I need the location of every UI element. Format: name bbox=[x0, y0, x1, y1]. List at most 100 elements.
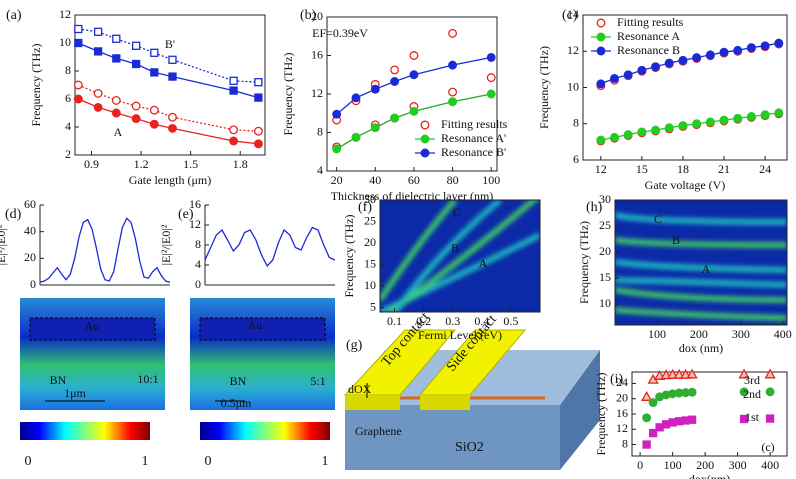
heatmap-band bbox=[615, 307, 787, 321]
marker bbox=[149, 105, 159, 115]
marker bbox=[738, 368, 750, 379]
y-axis-label: |E|²/|E0|² bbox=[159, 224, 173, 265]
legend-marker bbox=[420, 134, 430, 144]
x-tick-label: 100 bbox=[648, 327, 666, 341]
marker bbox=[637, 127, 647, 137]
y-tick-label: 6 bbox=[65, 91, 71, 105]
marker bbox=[673, 368, 685, 379]
annotation: B bbox=[451, 241, 459, 255]
y-tick-label: 25 bbox=[364, 213, 376, 227]
annotation: 1st bbox=[745, 410, 760, 424]
y-tick-label: 15 bbox=[364, 256, 376, 270]
marker bbox=[486, 52, 496, 62]
marker bbox=[642, 440, 651, 449]
colorbar bbox=[200, 422, 330, 440]
marker bbox=[168, 112, 177, 122]
marker bbox=[370, 123, 380, 133]
marker bbox=[150, 48, 159, 57]
y-axis-label: Frequency (THz) bbox=[537, 46, 551, 129]
panel-label: (b) bbox=[300, 8, 317, 23]
marker bbox=[733, 45, 743, 55]
annotation: A bbox=[479, 256, 488, 270]
y-tick-label: 24 bbox=[616, 375, 628, 389]
heatmap-band bbox=[615, 212, 787, 225]
marker bbox=[686, 368, 698, 379]
y-tick-label: 10 bbox=[599, 296, 611, 310]
plot-frame bbox=[379, 199, 541, 313]
y-tick-label: 20 bbox=[364, 235, 376, 249]
marker bbox=[623, 130, 633, 140]
x-axis-label: Thickness of dielectric layer (nm) bbox=[331, 189, 494, 203]
marker bbox=[150, 68, 159, 77]
diagram-label: dOX bbox=[348, 382, 372, 396]
x-tick-label: 24 bbox=[759, 162, 771, 176]
legend-label: Resonance B bbox=[617, 43, 680, 57]
marker bbox=[74, 24, 83, 34]
legend-marker bbox=[420, 120, 430, 130]
panel-label: (i) bbox=[610, 372, 624, 387]
marker bbox=[705, 50, 715, 60]
x-tick-label: 40 bbox=[369, 173, 381, 187]
colorbar-tick-label: 1 bbox=[322, 454, 329, 469]
y-axis-label: Frequency (THz) bbox=[594, 373, 608, 456]
marker bbox=[486, 89, 496, 99]
marker bbox=[610, 73, 619, 83]
marker bbox=[637, 65, 647, 75]
x-tick-label: 100 bbox=[482, 173, 500, 187]
annotation: (c) bbox=[761, 440, 774, 454]
field-map bbox=[20, 298, 165, 410]
y-tick-label: 10 bbox=[59, 35, 71, 49]
marker bbox=[648, 398, 658, 407]
annotation: 3rd bbox=[744, 373, 760, 387]
marker bbox=[254, 93, 263, 102]
legend-marker bbox=[596, 46, 606, 56]
series-line bbox=[39, 217, 171, 283]
marker bbox=[253, 139, 263, 149]
annotation: Au bbox=[85, 319, 100, 333]
panel-label: (c) bbox=[562, 8, 578, 23]
annotation: A bbox=[702, 262, 711, 276]
marker bbox=[596, 135, 606, 145]
annotation: B' bbox=[165, 37, 175, 51]
legend-label: Resonance A bbox=[617, 29, 680, 43]
x-tick-label: 300 bbox=[732, 327, 750, 341]
contact-left-front bbox=[345, 395, 400, 410]
marker bbox=[678, 121, 688, 131]
heatmap-band bbox=[615, 277, 787, 288]
marker bbox=[719, 47, 729, 57]
y-tick-label: 2 bbox=[65, 147, 71, 161]
marker bbox=[448, 87, 458, 97]
marker bbox=[351, 132, 361, 142]
y-tick-label: 60 bbox=[24, 197, 36, 211]
marker bbox=[642, 413, 652, 423]
x-axis-label: Fermi Level (eV) bbox=[418, 328, 502, 342]
heatmap-band bbox=[380, 232, 540, 312]
annotation: C bbox=[654, 212, 662, 226]
x-tick-label: 400 bbox=[774, 327, 792, 341]
y-tick-label: 25 bbox=[599, 218, 611, 232]
y-tick-label: 16 bbox=[616, 406, 628, 420]
y-axis-label: |E|²/|E0|² bbox=[0, 224, 8, 265]
field-map bbox=[190, 298, 335, 410]
marker bbox=[149, 119, 159, 129]
marker bbox=[664, 123, 674, 133]
annotation: A bbox=[114, 125, 123, 139]
marker bbox=[641, 390, 653, 401]
y-tick-label: 14 bbox=[567, 7, 579, 21]
x-axis-label: dox(nm) bbox=[689, 472, 730, 479]
x-tick-label: 60 bbox=[408, 173, 420, 187]
marker bbox=[73, 80, 83, 90]
marker bbox=[409, 51, 419, 60]
legend-marker bbox=[596, 18, 606, 28]
x-tick-label: 18 bbox=[677, 162, 689, 176]
y-axis-label: Frequency (THz) bbox=[577, 221, 591, 304]
x-tick-label: 0.3 bbox=[445, 314, 460, 328]
heatmap-band bbox=[392, 200, 502, 312]
marker bbox=[667, 368, 679, 379]
annotation: 0.5μm bbox=[221, 396, 252, 410]
marker bbox=[409, 70, 419, 80]
marker bbox=[448, 28, 458, 38]
x-tick-label: 200 bbox=[696, 458, 714, 472]
marker bbox=[664, 58, 674, 68]
x-tick-label: 1.5 bbox=[183, 157, 198, 171]
